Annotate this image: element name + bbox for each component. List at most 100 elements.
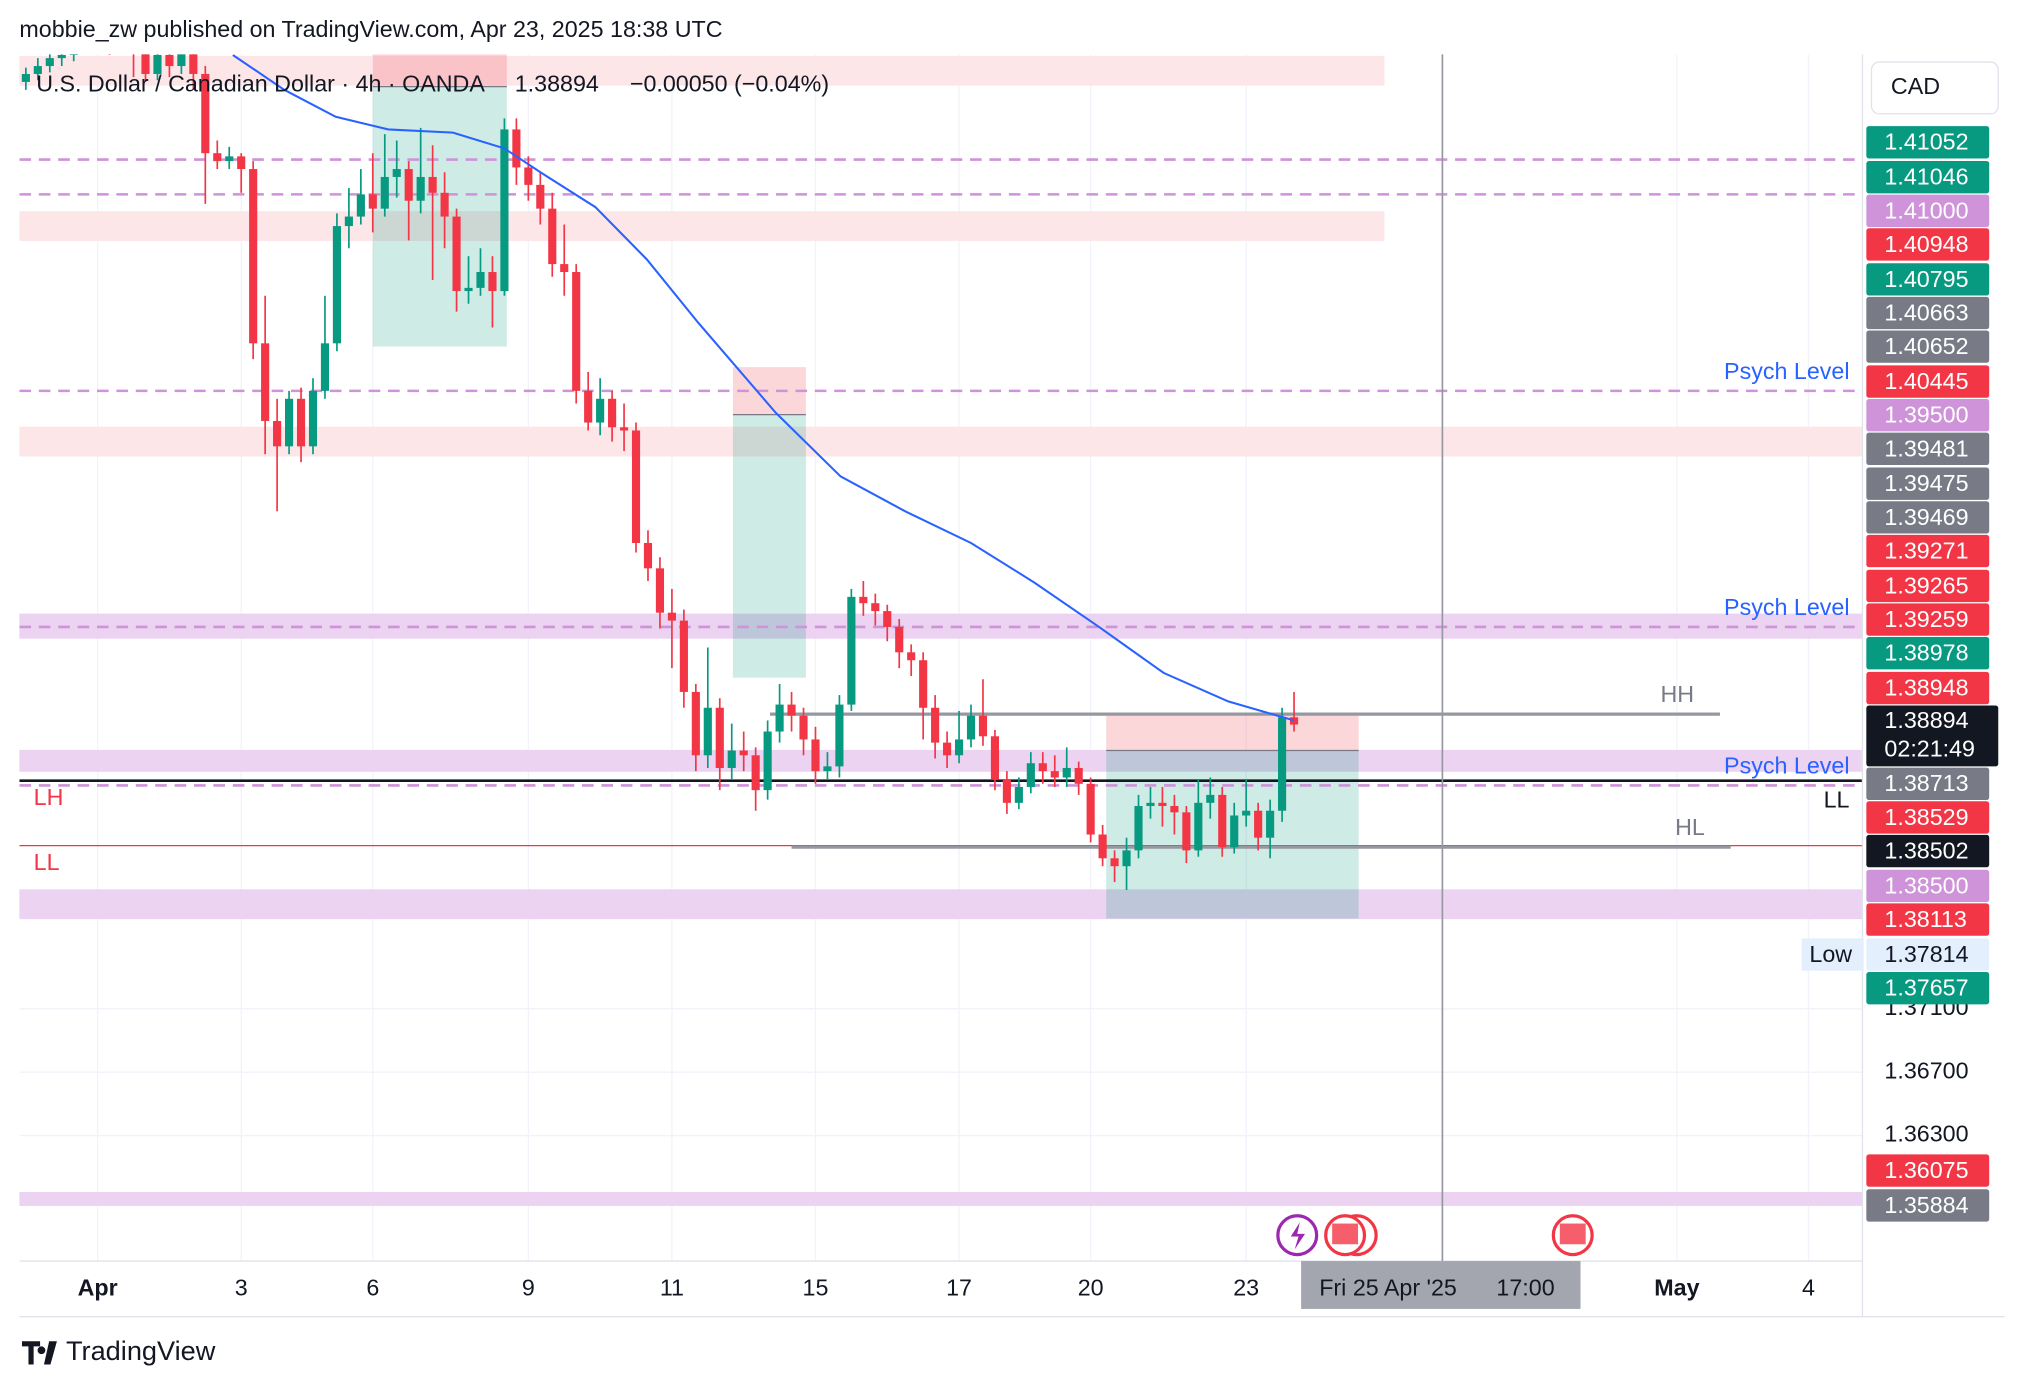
candle-body — [1206, 794, 1215, 803]
crosshair-time-box — [1301, 1261, 1581, 1309]
candle-body — [1266, 810, 1275, 838]
currency-button[interactable] — [1870, 61, 1999, 115]
candle-body — [1289, 717, 1299, 725]
candle-body — [189, 54, 198, 74]
price-tag — [1866, 671, 1990, 705]
candle-body — [488, 272, 497, 292]
x-tick-label: Apr — [78, 1275, 118, 1301]
moving-average — [232, 54, 1295, 722]
x-tick-label: 20 — [1078, 1275, 1104, 1301]
candle-body — [273, 420, 282, 447]
legend-last-price: 1.38894 — [515, 71, 599, 97]
price-tag — [1866, 1154, 1990, 1187]
line-label: LL — [34, 849, 60, 875]
candle-body — [464, 287, 473, 292]
candle-body — [1182, 812, 1191, 851]
price-tag-label: 1.39265 — [1884, 572, 1968, 598]
candle-body — [249, 169, 258, 344]
candle-body — [416, 176, 425, 201]
price-tag-label: 1.38502 — [1884, 838, 1968, 864]
price-tag-label: 1.40652 — [1884, 333, 1968, 359]
position-risk — [372, 54, 507, 87]
candle-body — [691, 691, 700, 756]
candle-body — [751, 755, 760, 791]
candle-body — [847, 596, 856, 705]
candle-body — [1278, 717, 1287, 811]
candle-body — [440, 192, 449, 217]
candle-body — [296, 398, 306, 447]
price-tag — [1866, 501, 1990, 534]
candle-body — [1254, 810, 1263, 838]
candle-body — [631, 430, 641, 543]
candle-body — [978, 715, 988, 737]
price-tag-label: 1.39271 — [1884, 537, 1968, 563]
candle-body — [536, 184, 545, 209]
candle-body — [1038, 763, 1047, 772]
event-icons[interactable] — [1276, 1214, 1594, 1257]
candle-body — [308, 390, 318, 447]
brand-name: TradingView — [66, 1335, 216, 1366]
price-tag-label: 1.40445 — [1884, 368, 1968, 394]
x-tick-label: 17 — [946, 1275, 972, 1301]
candle-body — [153, 54, 162, 74]
price-tag-label: 1.38113 — [1884, 906, 1966, 932]
x-tick-label: 4 — [1802, 1275, 1815, 1301]
line-label: LL — [1824, 786, 1850, 812]
y-tick-label: 1.36700 — [1884, 1057, 1968, 1083]
position-risk — [1106, 714, 1359, 751]
candle-body — [404, 169, 413, 201]
candle-body — [57, 54, 66, 59]
price-tag-label: 1.41052 — [1884, 129, 1968, 155]
candle-body — [452, 216, 461, 292]
candle-body — [201, 73, 210, 154]
price-tag — [1866, 228, 1990, 261]
line-label: Psych Level — [1724, 594, 1849, 620]
flag-icon — [1332, 1223, 1359, 1245]
candle-body — [703, 707, 712, 756]
brand-logo — [21, 1341, 57, 1365]
price-tag — [1866, 938, 1990, 971]
line-label: HH — [1660, 681, 1694, 707]
candle-body — [943, 742, 952, 756]
price-tag-label: 1.37657 — [1884, 975, 1968, 1001]
price-tag-title-box — [1801, 938, 1864, 971]
candle-body — [1002, 779, 1011, 803]
price-tag — [1866, 467, 1990, 500]
candle-body — [560, 264, 569, 273]
candle-body — [428, 176, 437, 193]
line-label: HL — [1675, 814, 1705, 840]
candle-body — [1074, 767, 1083, 784]
candle-body — [500, 129, 509, 292]
candle-body — [883, 611, 892, 627]
candle-body — [1146, 802, 1155, 806]
candle-body — [225, 156, 234, 162]
price-tag-label: 1.35884 — [1884, 1192, 1968, 1218]
price-tag — [1866, 126, 1990, 159]
candle-body — [679, 620, 688, 692]
candle-body — [799, 715, 808, 740]
candle-body — [859, 596, 868, 604]
price-tag — [1866, 330, 1990, 363]
candle-body — [871, 603, 880, 612]
currency-label: CAD — [1891, 73, 1940, 99]
candle-body — [368, 194, 377, 209]
price-tag — [1866, 365, 1990, 398]
candle-body — [1242, 810, 1251, 816]
y-tick-label: 1.36300 — [1884, 1121, 1968, 1147]
candle-body — [931, 707, 940, 743]
candle-body — [1098, 834, 1107, 859]
price-tag — [1866, 834, 1990, 868]
candle-body — [739, 750, 748, 756]
price-tag — [1866, 263, 1990, 296]
candle-body — [380, 176, 389, 209]
price-tag-label: 1.39259 — [1884, 606, 1968, 632]
candle-body — [476, 272, 485, 288]
candle-body — [811, 739, 820, 772]
price-tag-label: 1.39469 — [1884, 504, 1968, 530]
candle-body — [1062, 767, 1071, 778]
candle-body — [1086, 783, 1095, 835]
candle-body — [524, 167, 533, 185]
position-reward — [732, 414, 806, 678]
line-label: Psych Level — [1724, 752, 1849, 778]
